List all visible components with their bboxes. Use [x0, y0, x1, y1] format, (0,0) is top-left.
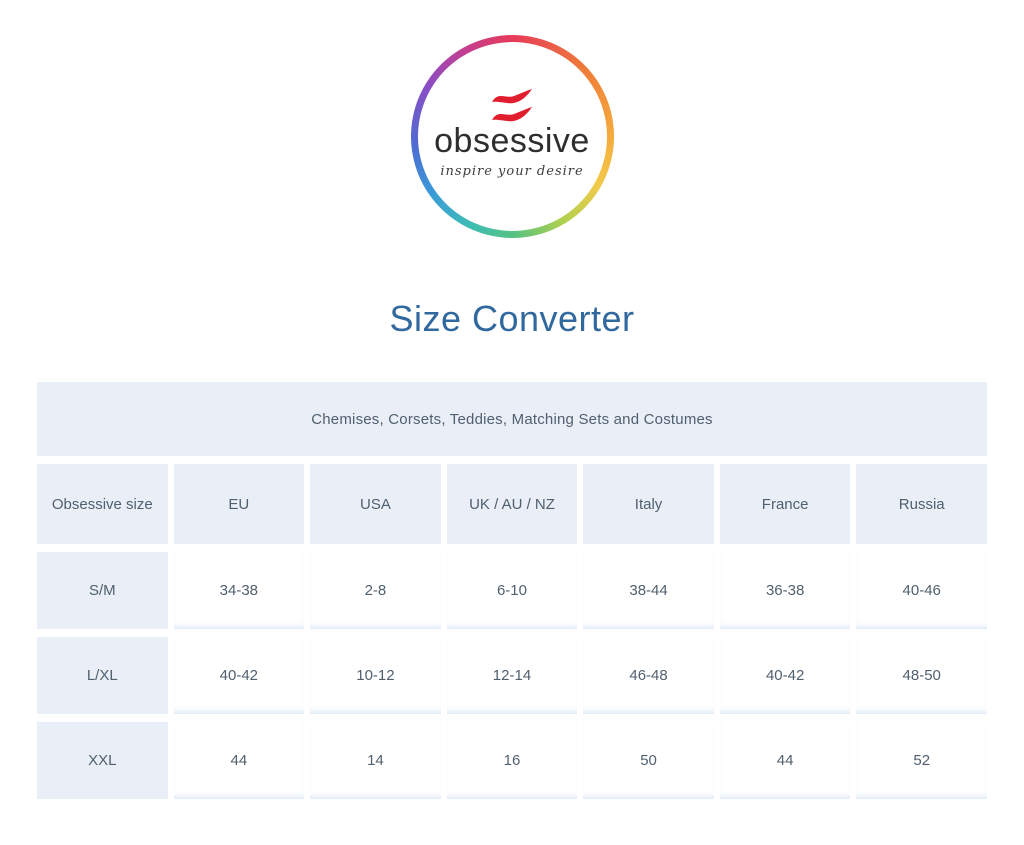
brand-wordmark: obsessive — [434, 122, 590, 160]
logo: obsessive inspire your desire — [0, 0, 1024, 238]
size-cell: 6-10 — [446, 552, 578, 629]
row-label-cell: S/M — [37, 552, 168, 629]
size-cell: 46-48 — [583, 637, 714, 714]
size-cell: 34-38 — [173, 552, 305, 629]
size-cell: 48-50 — [856, 637, 987, 714]
size-cell: 44 — [719, 722, 851, 799]
size-converter-table: Chemises, Corsets, Teddies, Matching Set… — [37, 382, 987, 799]
column-header-russia: Russia — [856, 464, 987, 544]
size-cell: 12-14 — [446, 637, 578, 714]
size-cell: 2-8 — [310, 552, 441, 629]
size-cell: 40-42 — [173, 637, 305, 714]
column-header-france: France — [719, 464, 851, 544]
column-header-italy: Italy — [583, 464, 714, 544]
page-title: Size Converter — [389, 298, 635, 339]
table-row-sm: S/M 34-38 2-8 6-10 38-44 36-38 40-46 — [37, 552, 987, 629]
column-header-uk-au-nz: UK / AU / NZ — [446, 464, 578, 544]
size-cell: 36-38 — [719, 552, 851, 629]
size-cell: 50 — [583, 722, 714, 799]
row-label-cell: XXL — [37, 722, 168, 799]
size-cell: 44 — [173, 722, 305, 799]
column-header-eu: EU — [173, 464, 305, 544]
row-label-cell: L/XL — [37, 637, 168, 714]
size-cell: 52 — [856, 722, 987, 799]
brand-tagline: inspire your desire — [440, 163, 584, 179]
table-header-row: Obsessive size EU USA UK / AU / NZ Italy… — [37, 464, 987, 544]
table-row-lxl: L/XL 40-42 10-12 12-14 46-48 40-42 48-50 — [37, 637, 987, 714]
obsessive-flame-icon — [492, 89, 532, 122]
logo-rainbow-ring: obsessive inspire your desire — [410, 35, 614, 238]
size-cell: 40-46 — [856, 552, 987, 629]
size-cell: 38-44 — [583, 552, 714, 629]
size-cell: 16 — [446, 722, 578, 799]
size-cell: 14 — [310, 722, 441, 799]
size-cell: 10-12 — [310, 637, 441, 714]
logo-inner-circle: obsessive inspire your desire — [417, 42, 607, 231]
column-header-usa: USA — [310, 464, 441, 544]
table-row-xxl: XXL 44 14 16 50 44 52 — [37, 722, 987, 799]
column-header-obsessive-size: Obsessive size — [37, 464, 168, 544]
table-caption: Chemises, Corsets, Teddies, Matching Set… — [37, 382, 987, 456]
size-cell: 40-42 — [719, 637, 851, 714]
